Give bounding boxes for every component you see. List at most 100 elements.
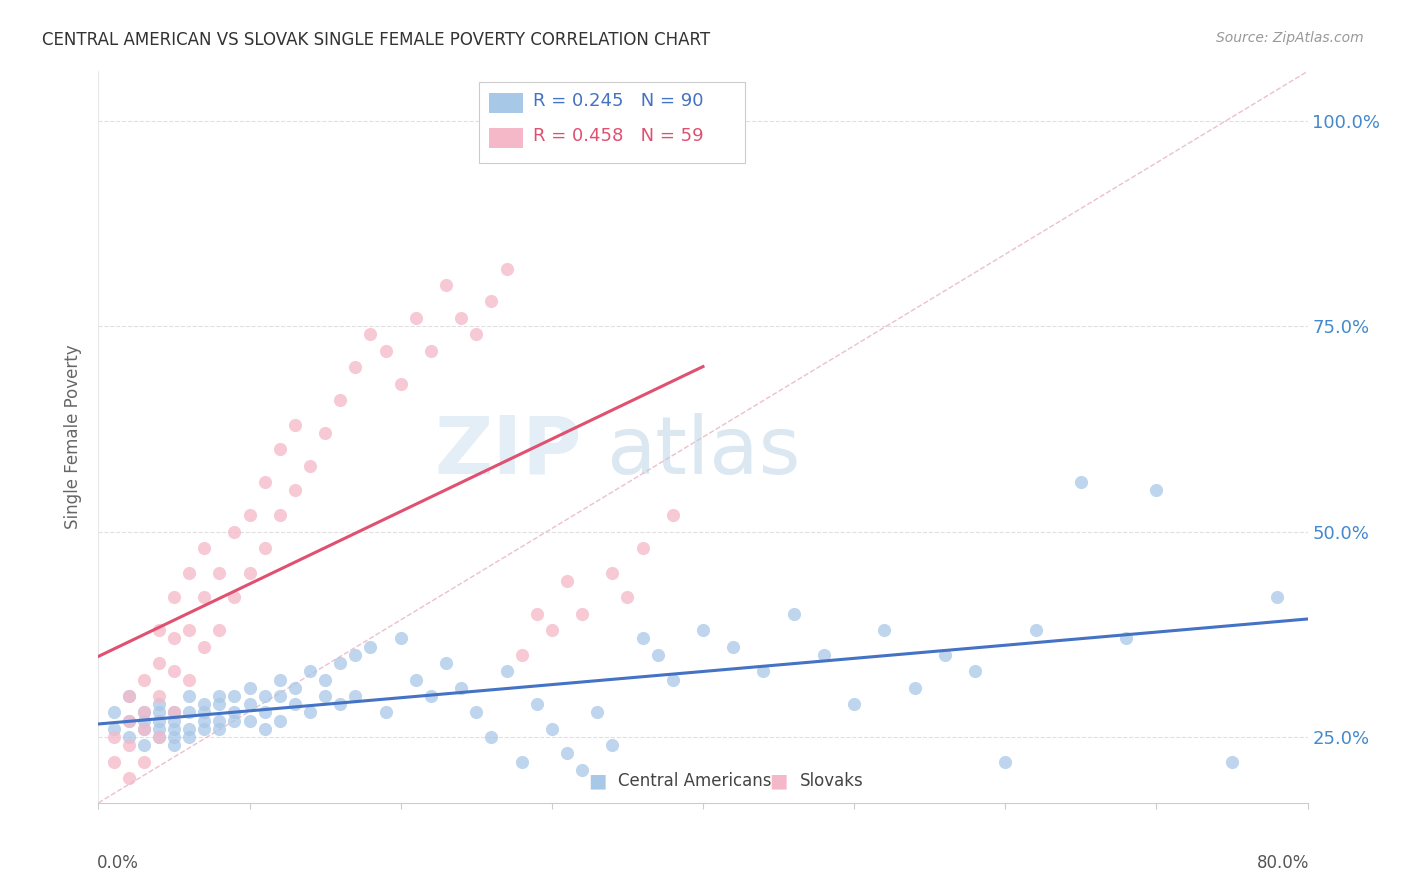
Point	[132, 722, 155, 736]
Point	[526, 697, 548, 711]
Point	[208, 624, 231, 638]
FancyBboxPatch shape	[479, 82, 745, 163]
Text: ZIP: ZIP	[434, 413, 582, 491]
Point	[193, 697, 215, 711]
Text: R = 0.245   N = 90: R = 0.245 N = 90	[533, 92, 703, 110]
Point	[163, 730, 186, 744]
FancyBboxPatch shape	[489, 93, 523, 113]
Point	[193, 714, 215, 728]
Point	[571, 763, 593, 777]
Point	[179, 673, 201, 687]
Point	[661, 673, 683, 687]
Text: Slovaks: Slovaks	[800, 772, 863, 789]
Point	[299, 706, 322, 720]
Point	[118, 689, 141, 703]
Point	[179, 689, 201, 703]
Point	[374, 706, 396, 720]
Point	[284, 483, 307, 498]
Point	[148, 656, 170, 670]
Point	[224, 714, 246, 728]
Text: Central Americans: Central Americans	[619, 772, 772, 789]
Point	[253, 541, 276, 555]
Point	[344, 648, 367, 662]
Point	[299, 458, 322, 473]
Point	[132, 714, 155, 728]
Point	[148, 624, 170, 638]
Point	[965, 665, 987, 679]
Point	[1144, 483, 1167, 498]
Point	[253, 706, 276, 720]
Point	[148, 730, 170, 744]
Point	[179, 624, 201, 638]
Point	[132, 706, 155, 720]
Point	[405, 673, 427, 687]
Point	[148, 697, 170, 711]
Point	[873, 624, 896, 638]
Point	[118, 739, 141, 753]
Point	[495, 261, 517, 276]
Point	[208, 722, 231, 736]
Point	[389, 376, 412, 391]
Point	[481, 730, 503, 744]
Point	[904, 681, 927, 695]
Point	[208, 697, 231, 711]
Point	[103, 722, 125, 736]
Point	[208, 566, 231, 580]
Point	[434, 278, 457, 293]
Point	[148, 689, 170, 703]
Point	[118, 689, 141, 703]
Point	[495, 665, 517, 679]
Point	[284, 681, 307, 695]
Point	[193, 591, 215, 605]
Point	[555, 574, 578, 588]
Point	[224, 591, 246, 605]
Point	[344, 689, 367, 703]
Text: ■: ■	[769, 772, 787, 790]
Point	[208, 714, 231, 728]
Point	[132, 739, 155, 753]
Point	[481, 294, 503, 309]
Point	[994, 755, 1017, 769]
Point	[692, 624, 714, 638]
Point	[1070, 475, 1092, 490]
Point	[510, 755, 533, 769]
Point	[405, 310, 427, 325]
Text: CENTRAL AMERICAN VS SLOVAK SINGLE FEMALE POVERTY CORRELATION CHART: CENTRAL AMERICAN VS SLOVAK SINGLE FEMALE…	[42, 31, 710, 49]
Point	[420, 343, 443, 358]
Point	[239, 566, 262, 580]
Point	[934, 648, 956, 662]
Point	[360, 327, 382, 342]
Point	[132, 722, 155, 736]
Point	[148, 730, 170, 744]
Point	[602, 566, 624, 580]
Point	[179, 566, 201, 580]
Point	[193, 640, 215, 654]
Point	[163, 665, 186, 679]
Point	[450, 310, 472, 325]
Point	[148, 714, 170, 728]
Point	[239, 697, 262, 711]
Point	[269, 508, 291, 523]
Point	[118, 714, 141, 728]
Point	[465, 706, 488, 720]
Point	[540, 722, 562, 736]
Point	[360, 640, 382, 654]
Point	[284, 697, 307, 711]
Point	[329, 656, 352, 670]
Point	[208, 689, 231, 703]
Point	[193, 706, 215, 720]
Point	[239, 714, 262, 728]
Point	[163, 706, 186, 720]
Point	[526, 607, 548, 621]
Point	[179, 730, 201, 744]
Point	[132, 755, 155, 769]
Point	[314, 425, 336, 440]
Point	[118, 714, 141, 728]
Point	[1267, 591, 1289, 605]
Point	[1220, 755, 1243, 769]
Point	[148, 722, 170, 736]
Point	[450, 681, 472, 695]
Text: R = 0.458   N = 59: R = 0.458 N = 59	[533, 127, 703, 145]
Point	[555, 747, 578, 761]
Point	[163, 632, 186, 646]
